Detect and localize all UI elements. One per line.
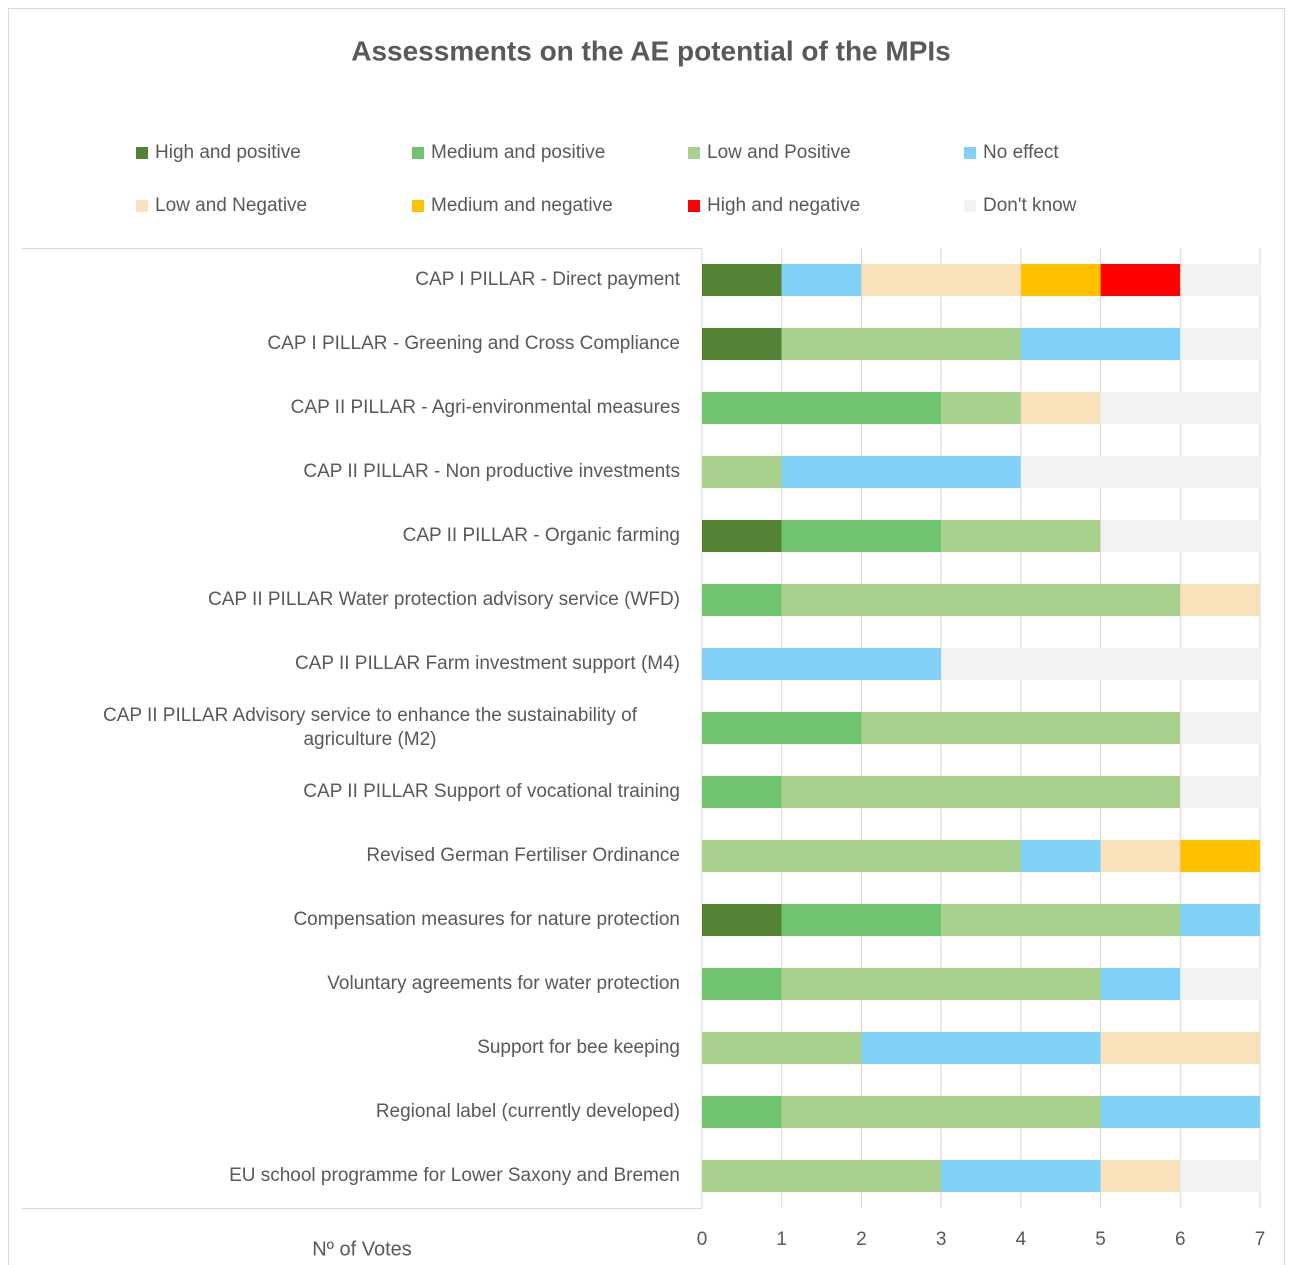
bar-segment bbox=[1180, 584, 1260, 616]
bar-segment bbox=[1100, 1160, 1181, 1192]
bar-segment bbox=[1180, 904, 1260, 936]
legend-swatch bbox=[412, 200, 424, 212]
x-tick-label: 3 bbox=[936, 1229, 947, 1250]
bar-segment bbox=[1020, 840, 1101, 872]
bar-segment bbox=[781, 904, 942, 936]
bar-segment bbox=[702, 392, 942, 424]
bar-segment bbox=[702, 1096, 782, 1128]
bar-segment bbox=[1100, 840, 1181, 872]
legend-swatch bbox=[412, 147, 424, 159]
bar-segment bbox=[1180, 840, 1260, 872]
legend-label: Don't know bbox=[983, 195, 1077, 216]
y-tick-label: Compensation measures for nature protect… bbox=[293, 909, 680, 930]
legend-label: No effect bbox=[983, 142, 1059, 163]
bar-segment bbox=[1020, 392, 1101, 424]
bar-segment bbox=[702, 1032, 862, 1064]
bar-segment bbox=[702, 584, 782, 616]
y-tick-label: EU school programme for Lower Saxony and… bbox=[229, 1165, 680, 1186]
bar-segment bbox=[702, 968, 782, 1000]
legend-label: Medium and negative bbox=[431, 195, 613, 216]
bar-segment bbox=[702, 712, 862, 744]
y-tick-label: CAP II PILLAR Farm investment support (M… bbox=[294, 653, 680, 674]
bar-segment bbox=[861, 1032, 1101, 1064]
legend-label: Medium and positive bbox=[431, 142, 605, 163]
bar-segment bbox=[781, 1096, 1101, 1128]
bar-segment bbox=[861, 712, 1181, 744]
bar-segment bbox=[781, 584, 1181, 616]
x-tick-label: 6 bbox=[1175, 1229, 1186, 1250]
y-tick-label: CAP II PILLAR - Organic farming bbox=[402, 525, 680, 546]
bar-segment bbox=[702, 776, 782, 808]
bar-segment bbox=[1180, 264, 1260, 296]
legend-swatch bbox=[964, 200, 976, 212]
legend-swatch bbox=[688, 147, 700, 159]
bar-segment bbox=[941, 648, 1260, 680]
legend-swatch bbox=[688, 200, 700, 212]
bar-segment bbox=[702, 840, 1021, 872]
bar-segment bbox=[1180, 328, 1260, 360]
chart-border bbox=[8, 8, 1285, 1265]
bar-segment bbox=[781, 264, 862, 296]
y-tick-label: CAP II PILLAR Advisory service to enhanc… bbox=[102, 705, 638, 750]
bar-segment bbox=[1180, 776, 1260, 808]
bar-segment bbox=[1100, 392, 1260, 424]
y-tick-label: Regional label (currently developed) bbox=[375, 1101, 680, 1122]
legend-label: High and positive bbox=[155, 142, 301, 163]
y-tick-label: CAP I PILLAR - Greening and Cross Compli… bbox=[267, 333, 680, 354]
bar-segment bbox=[702, 1160, 942, 1192]
legend-label: High and negative bbox=[707, 195, 860, 216]
legend-swatch bbox=[964, 147, 976, 159]
x-tick-label: 4 bbox=[1016, 1229, 1027, 1250]
bar-segment bbox=[1020, 456, 1260, 488]
y-tick-label: CAP II PILLAR Water protection advisory … bbox=[208, 589, 680, 610]
bar-segment bbox=[941, 520, 1101, 552]
bar-segment bbox=[702, 456, 782, 488]
bar-segment bbox=[1100, 968, 1181, 1000]
bar-segment bbox=[1020, 328, 1181, 360]
x-tick-label: 0 bbox=[697, 1229, 708, 1250]
x-axis-label: Nº of Votes bbox=[312, 1238, 412, 1260]
bar-segment bbox=[1100, 1032, 1260, 1064]
x-tick-label: 5 bbox=[1095, 1229, 1106, 1250]
bar-segment bbox=[781, 776, 1181, 808]
x-tick-label: 2 bbox=[856, 1229, 867, 1250]
x-tick-label: 1 bbox=[776, 1229, 787, 1250]
bar-segment bbox=[1180, 1160, 1260, 1192]
bar-segment bbox=[941, 904, 1181, 936]
bar-segment bbox=[702, 328, 782, 360]
legend-swatch bbox=[136, 200, 148, 212]
bar-segment bbox=[702, 520, 782, 552]
bar-segment bbox=[1100, 520, 1260, 552]
bar-segment bbox=[941, 392, 1021, 424]
bar-segment bbox=[781, 520, 942, 552]
chart-title: Assessments on the AE potential of the M… bbox=[351, 35, 951, 66]
bar-segment bbox=[861, 264, 1021, 296]
y-tick-label: Voluntary agreements for water protectio… bbox=[327, 973, 680, 994]
legend-label: Low and Positive bbox=[707, 142, 851, 163]
bar-segment bbox=[781, 328, 1021, 360]
bar-segment bbox=[781, 968, 1101, 1000]
y-tick-label: CAP I PILLAR - Direct payment bbox=[415, 269, 680, 290]
x-tick-label: 7 bbox=[1255, 1229, 1266, 1250]
y-tick-label: CAP II PILLAR Support of vocational trai… bbox=[303, 781, 680, 802]
bar-segment bbox=[781, 456, 1021, 488]
bar-segment bbox=[1100, 1096, 1260, 1128]
bar-segment bbox=[1180, 968, 1260, 1000]
bar-segment bbox=[941, 1160, 1101, 1192]
legend-swatch bbox=[136, 147, 148, 159]
y-tick-label: CAP II PILLAR - Non productive investmen… bbox=[303, 461, 680, 482]
bar-segment bbox=[1180, 712, 1260, 744]
bar-segment bbox=[702, 264, 782, 296]
bar-segment bbox=[702, 904, 782, 936]
bar-segment bbox=[1020, 264, 1101, 296]
y-tick-label: CAP II PILLAR - Agri-environmental measu… bbox=[290, 397, 680, 418]
bar-segment bbox=[702, 648, 942, 680]
legend-label: Low and Negative bbox=[155, 195, 307, 216]
y-tick-label: Revised German Fertiliser Ordinance bbox=[366, 845, 680, 866]
y-tick-label: Support for bee keeping bbox=[477, 1037, 680, 1058]
bar-segment bbox=[1100, 264, 1181, 296]
